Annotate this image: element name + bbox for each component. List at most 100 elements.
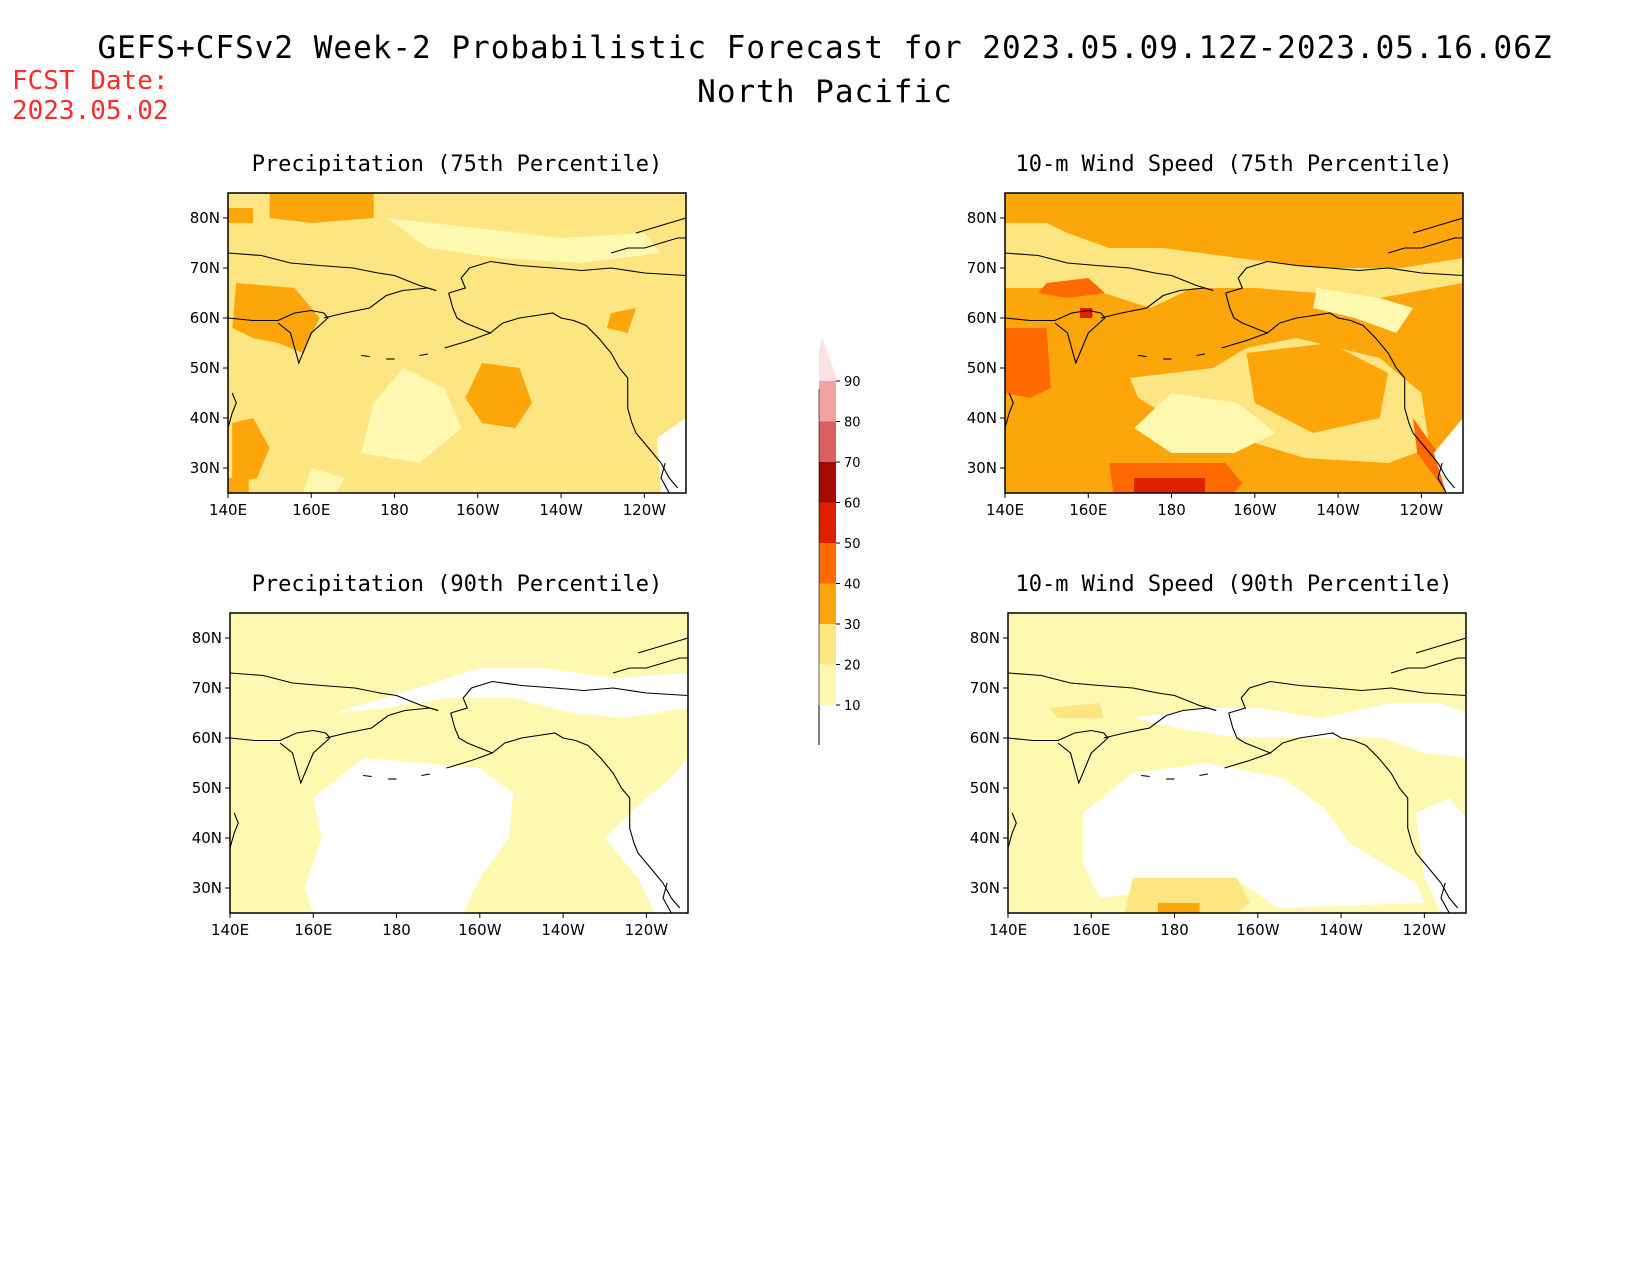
coastline <box>1225 260 1463 294</box>
coastline <box>361 354 370 358</box>
contour-region <box>1038 278 1105 298</box>
map-precip-90: 140E 160E 180 160W 140W 120W 80N 70N 60N 50N 40N 30… <box>192 612 689 939</box>
y-tick-label: 30N <box>192 879 222 897</box>
contour-region <box>604 758 688 913</box>
coastline <box>489 312 679 489</box>
contour-region <box>1124 878 1250 913</box>
colorbar-segment <box>819 664 836 705</box>
contour-region <box>1313 288 1413 333</box>
coastline <box>1008 812 1017 851</box>
colorbar-label: 70 <box>844 456 861 471</box>
contour-region <box>1005 328 1051 398</box>
y-tick-label: 60N <box>970 729 1000 747</box>
contour-field <box>1005 193 1463 493</box>
contour-region <box>1082 763 1425 908</box>
x-tick-label: 160E <box>1069 501 1107 519</box>
y-tick-label: 60N <box>192 729 222 747</box>
x-tick-label: 140W <box>541 921 585 939</box>
map-wind-90: 140E 160E 180 160W 140W 120W 80N 70N 60N 50N 40N 30… <box>970 612 1467 939</box>
coastline <box>323 287 437 319</box>
coastline <box>1224 712 1272 769</box>
colorbar-label: 60 <box>844 497 861 512</box>
fcst-date-value: 2023.05.02 <box>12 96 169 126</box>
contour-region <box>269 193 374 223</box>
colorbar-label: 20 <box>844 659 861 674</box>
y-tick-label: 50N <box>192 779 222 797</box>
map-frame <box>227 192 687 494</box>
x-tick-label: 160E <box>294 921 332 939</box>
page-subtitle: North Pacific <box>697 74 953 110</box>
contour-region <box>1134 393 1276 453</box>
x-tick-label: 120W <box>1403 921 1447 939</box>
colorbar-label: 80 <box>844 416 861 431</box>
map-frame <box>1007 612 1467 914</box>
coastline <box>1412 217 1463 234</box>
colorbar-segment <box>819 421 836 462</box>
x-tick-label: 180 <box>1160 921 1189 939</box>
y-tick-label: 70N <box>190 259 220 277</box>
x-tick-label: 180 <box>380 501 409 519</box>
contour-region <box>334 668 688 718</box>
contour-region <box>606 308 636 333</box>
y-tick-label: 80N <box>967 209 997 227</box>
coastline <box>1266 312 1456 489</box>
x-tick-label: 180 <box>382 921 411 939</box>
coastline <box>1100 287 1214 319</box>
coastline <box>1138 354 1147 358</box>
coastline <box>1008 729 1109 785</box>
colorbar-segment <box>819 583 836 624</box>
coastline <box>1440 882 1450 913</box>
coastline <box>1005 309 1106 365</box>
coastline <box>1390 657 1466 674</box>
contour-region <box>1134 478 1205 493</box>
x-tick-label: 120W <box>623 501 667 519</box>
colorbar-label: 30 <box>844 618 861 633</box>
y-tick-label: 30N <box>190 459 220 477</box>
x-tick-label: 120W <box>1400 501 1444 519</box>
panel-title-precip-75: Precipitation (75th Percentile) <box>251 152 663 177</box>
contour-region <box>1246 343 1389 433</box>
contour-field <box>1008 613 1466 913</box>
y-tick-label: 30N <box>967 459 997 477</box>
colorbar-segment <box>819 381 836 422</box>
coastlines <box>1005 217 1463 493</box>
coastline <box>419 353 428 357</box>
x-tick-label: 140E <box>211 921 249 939</box>
x-tick-label: 140E <box>986 501 1024 519</box>
colorbar-segment <box>819 335 836 381</box>
coastline <box>363 774 372 778</box>
x-tick-label: 140E <box>989 921 1027 939</box>
colorbar-segment <box>819 502 836 543</box>
fcst-date-label: FCST Date: 2023.05.02 <box>12 66 169 126</box>
y-tick-label: 60N <box>967 309 997 327</box>
coastline <box>662 882 672 913</box>
coastline <box>1437 462 1447 493</box>
coastline <box>1199 773 1208 777</box>
y-tick-label: 80N <box>190 209 220 227</box>
y-tick-label: 80N <box>192 629 222 647</box>
coastline <box>1005 252 1214 292</box>
coastline <box>230 812 239 851</box>
contour-region <box>304 758 514 913</box>
coastline <box>491 732 681 909</box>
coastline <box>446 712 494 769</box>
panel-title-wind-75: 10-m Wind Speed (75th Percentile) <box>1015 152 1453 177</box>
x-tick-label: 160W <box>1236 921 1280 939</box>
colorbar-label: 40 <box>844 578 861 593</box>
page-title: GEFS+CFSv2 Week-2 Probabilistic Forecast… <box>97 30 1553 66</box>
contour-region <box>465 363 532 428</box>
contour-region <box>1005 223 1463 308</box>
map-wind-75: 140E 160E 180 160W 140W 120W 80N 70N 60N 50N 40N 30… <box>967 192 1464 519</box>
contour-region <box>1049 703 1104 718</box>
x-tick-label: 140E <box>209 501 247 519</box>
x-tick-label: 160W <box>1233 501 1277 519</box>
contour-region <box>1157 903 1200 913</box>
contour-region <box>1132 703 1466 758</box>
contour-region <box>1433 418 1463 493</box>
coastline <box>1221 292 1269 349</box>
coastline <box>421 773 430 777</box>
coastline <box>1415 637 1466 654</box>
contour-region <box>386 218 661 263</box>
contour-region <box>228 478 249 493</box>
colorbar-label: 50 <box>844 537 861 552</box>
